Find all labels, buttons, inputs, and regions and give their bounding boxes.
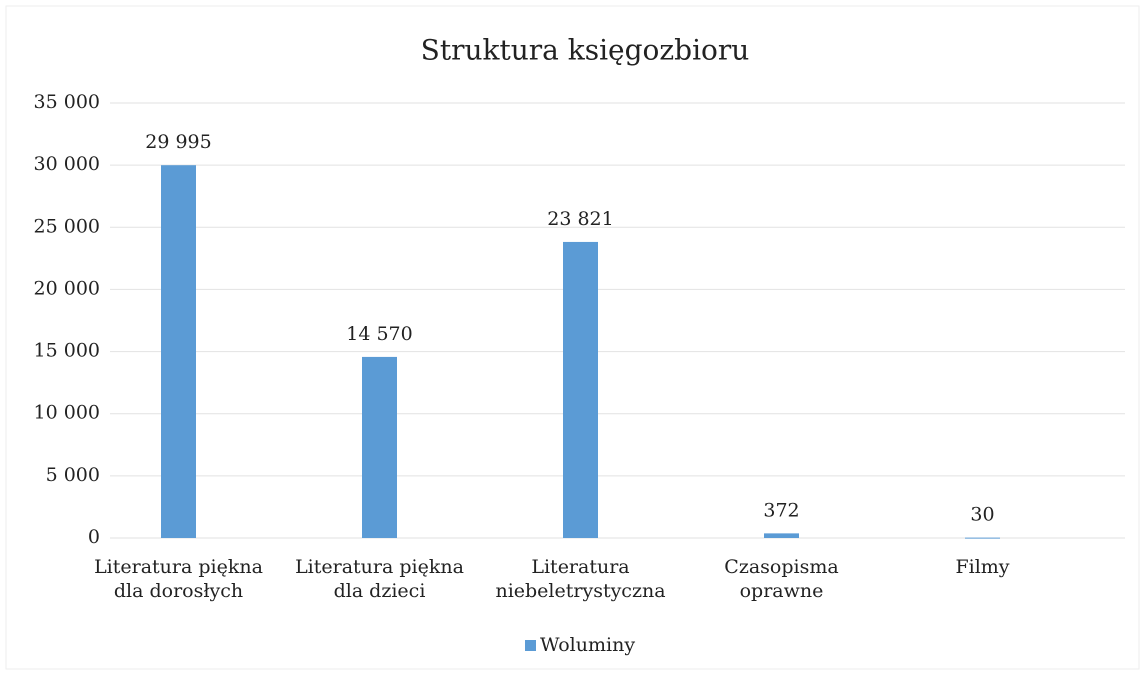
y-tick-label: 20 000 bbox=[34, 277, 100, 299]
bar bbox=[563, 241, 598, 538]
x-tick-label: Czasopisma oprawne bbox=[724, 556, 838, 602]
x-tick-label: Literatura piękna dla dzieci bbox=[295, 556, 464, 602]
bar bbox=[362, 356, 397, 538]
chart-title: Struktura księgozbioru bbox=[421, 34, 750, 67]
legend-swatch bbox=[525, 640, 536, 651]
y-tick-label: 10 000 bbox=[34, 402, 100, 424]
data-label: 30 bbox=[970, 504, 994, 526]
x-tick-label: Literatura niebeletrystyczna bbox=[495, 556, 665, 602]
data-label: 23 821 bbox=[547, 208, 613, 230]
y-tick-label: 5 000 bbox=[46, 464, 100, 486]
legend-label: Woluminy bbox=[540, 634, 635, 656]
y-tick-label: 0 bbox=[88, 526, 100, 548]
bar bbox=[161, 165, 196, 538]
y-tick-label: 25 000 bbox=[34, 215, 100, 237]
x-tick-label: Literatura piękna dla dorosłych bbox=[94, 556, 263, 602]
bar bbox=[965, 537, 1000, 539]
y-tick-label: 35 000 bbox=[34, 91, 100, 113]
bar bbox=[764, 533, 799, 538]
y-tick-label: 15 000 bbox=[34, 340, 100, 362]
x-tick-label: Filmy bbox=[955, 556, 1009, 578]
y-tick-label: 30 000 bbox=[34, 153, 100, 175]
data-label: 29 995 bbox=[145, 131, 211, 153]
data-label: 372 bbox=[763, 499, 799, 521]
chart-frame bbox=[5, 5, 1140, 670]
data-label: 14 570 bbox=[346, 323, 412, 345]
